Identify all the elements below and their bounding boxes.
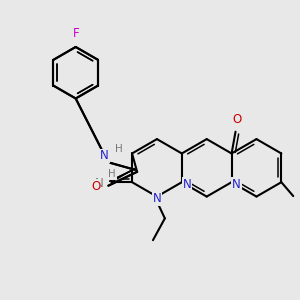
Text: N: N — [232, 178, 241, 191]
Text: N: N — [100, 149, 109, 162]
Text: H: H — [108, 169, 116, 179]
Text: H: H — [116, 144, 123, 154]
Text: O: O — [91, 180, 100, 193]
Text: O: O — [91, 180, 100, 193]
Text: N: N — [153, 192, 161, 205]
Text: F: F — [72, 27, 79, 40]
Text: H: H — [116, 144, 123, 154]
Text: O: O — [232, 113, 241, 126]
Text: N: N — [95, 177, 104, 190]
Text: N: N — [182, 178, 191, 191]
Text: F: F — [72, 27, 79, 40]
Text: N: N — [100, 149, 109, 162]
